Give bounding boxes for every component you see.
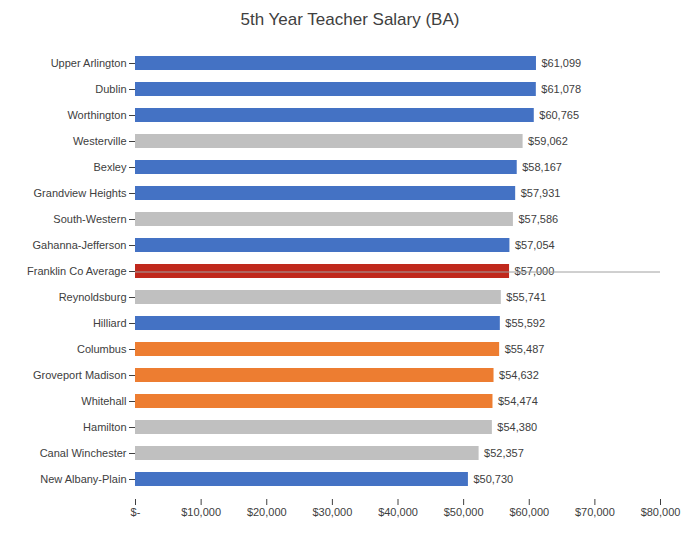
svg-text:$52,357: $52,357 xyxy=(484,447,524,459)
svg-text:$55,592: $55,592 xyxy=(505,317,545,329)
svg-text:Gahanna-Jefferson: Gahanna-Jefferson xyxy=(33,239,127,251)
svg-text:$10,000: $10,000 xyxy=(181,506,221,518)
svg-text:$20,000: $20,000 xyxy=(247,506,287,518)
svg-text:$50,730: $50,730 xyxy=(473,473,513,485)
svg-text:$57,931: $57,931 xyxy=(521,187,561,199)
svg-text:Bexley: Bexley xyxy=(93,161,127,173)
svg-text:Groveport Madison: Groveport Madison xyxy=(33,369,127,381)
svg-text:$61,078: $61,078 xyxy=(541,83,581,95)
svg-text:$70,000: $70,000 xyxy=(575,506,615,518)
svg-text:Hamilton: Hamilton xyxy=(83,421,126,433)
svg-text:South-Western: South-Western xyxy=(53,213,126,225)
svg-text:$54,380: $54,380 xyxy=(497,421,537,433)
svg-text:Whitehall: Whitehall xyxy=(81,395,126,407)
svg-text:Franklin Co Average: Franklin Co Average xyxy=(27,265,126,277)
svg-text:$57,054: $57,054 xyxy=(515,239,555,251)
svg-text:Columbus: Columbus xyxy=(77,343,127,355)
svg-text:New Albany-Plain: New Albany-Plain xyxy=(40,473,126,485)
svg-text:Dublin: Dublin xyxy=(95,83,126,95)
html-text:5th Year Teacher Salary (BA): 5th Year Teacher Salary (BA) xyxy=(240,10,460,29)
svg-text:$50,000: $50,000 xyxy=(444,506,484,518)
svg-text:$54,474: $54,474 xyxy=(498,395,538,407)
svg-text:$61,099: $61,099 xyxy=(541,57,581,69)
svg-text:Upper Arlington: Upper Arlington xyxy=(51,57,127,69)
svg-text:Reynoldsburg: Reynoldsburg xyxy=(59,291,127,303)
svg-text:$55,741: $55,741 xyxy=(506,291,546,303)
svg-text:$57,586: $57,586 xyxy=(518,213,558,225)
svg-text:Grandview Heights: Grandview Heights xyxy=(34,187,127,199)
svg-text:Hilliard: Hilliard xyxy=(93,317,127,329)
svg-text:Westerville: Westerville xyxy=(73,135,127,147)
svg-text:$-: $- xyxy=(131,506,141,518)
svg-text:$59,062: $59,062 xyxy=(528,135,568,147)
svg-text:Worthington: Worthington xyxy=(67,109,126,121)
svg-text:Canal Winchester: Canal Winchester xyxy=(40,447,127,459)
svg-text:$60,000: $60,000 xyxy=(509,506,549,518)
svg-text:$80,000: $80,000 xyxy=(641,506,681,518)
svg-text:$30,000: $30,000 xyxy=(312,506,352,518)
svg-text:$58,167: $58,167 xyxy=(522,161,562,173)
svg-text:$54,632: $54,632 xyxy=(499,369,539,381)
svg-text:$60,765: $60,765 xyxy=(539,109,579,121)
svg-text:$40,000: $40,000 xyxy=(378,506,418,518)
svg-text:$55,487: $55,487 xyxy=(505,343,545,355)
svg-text:$57,000: $57,000 xyxy=(515,265,555,277)
